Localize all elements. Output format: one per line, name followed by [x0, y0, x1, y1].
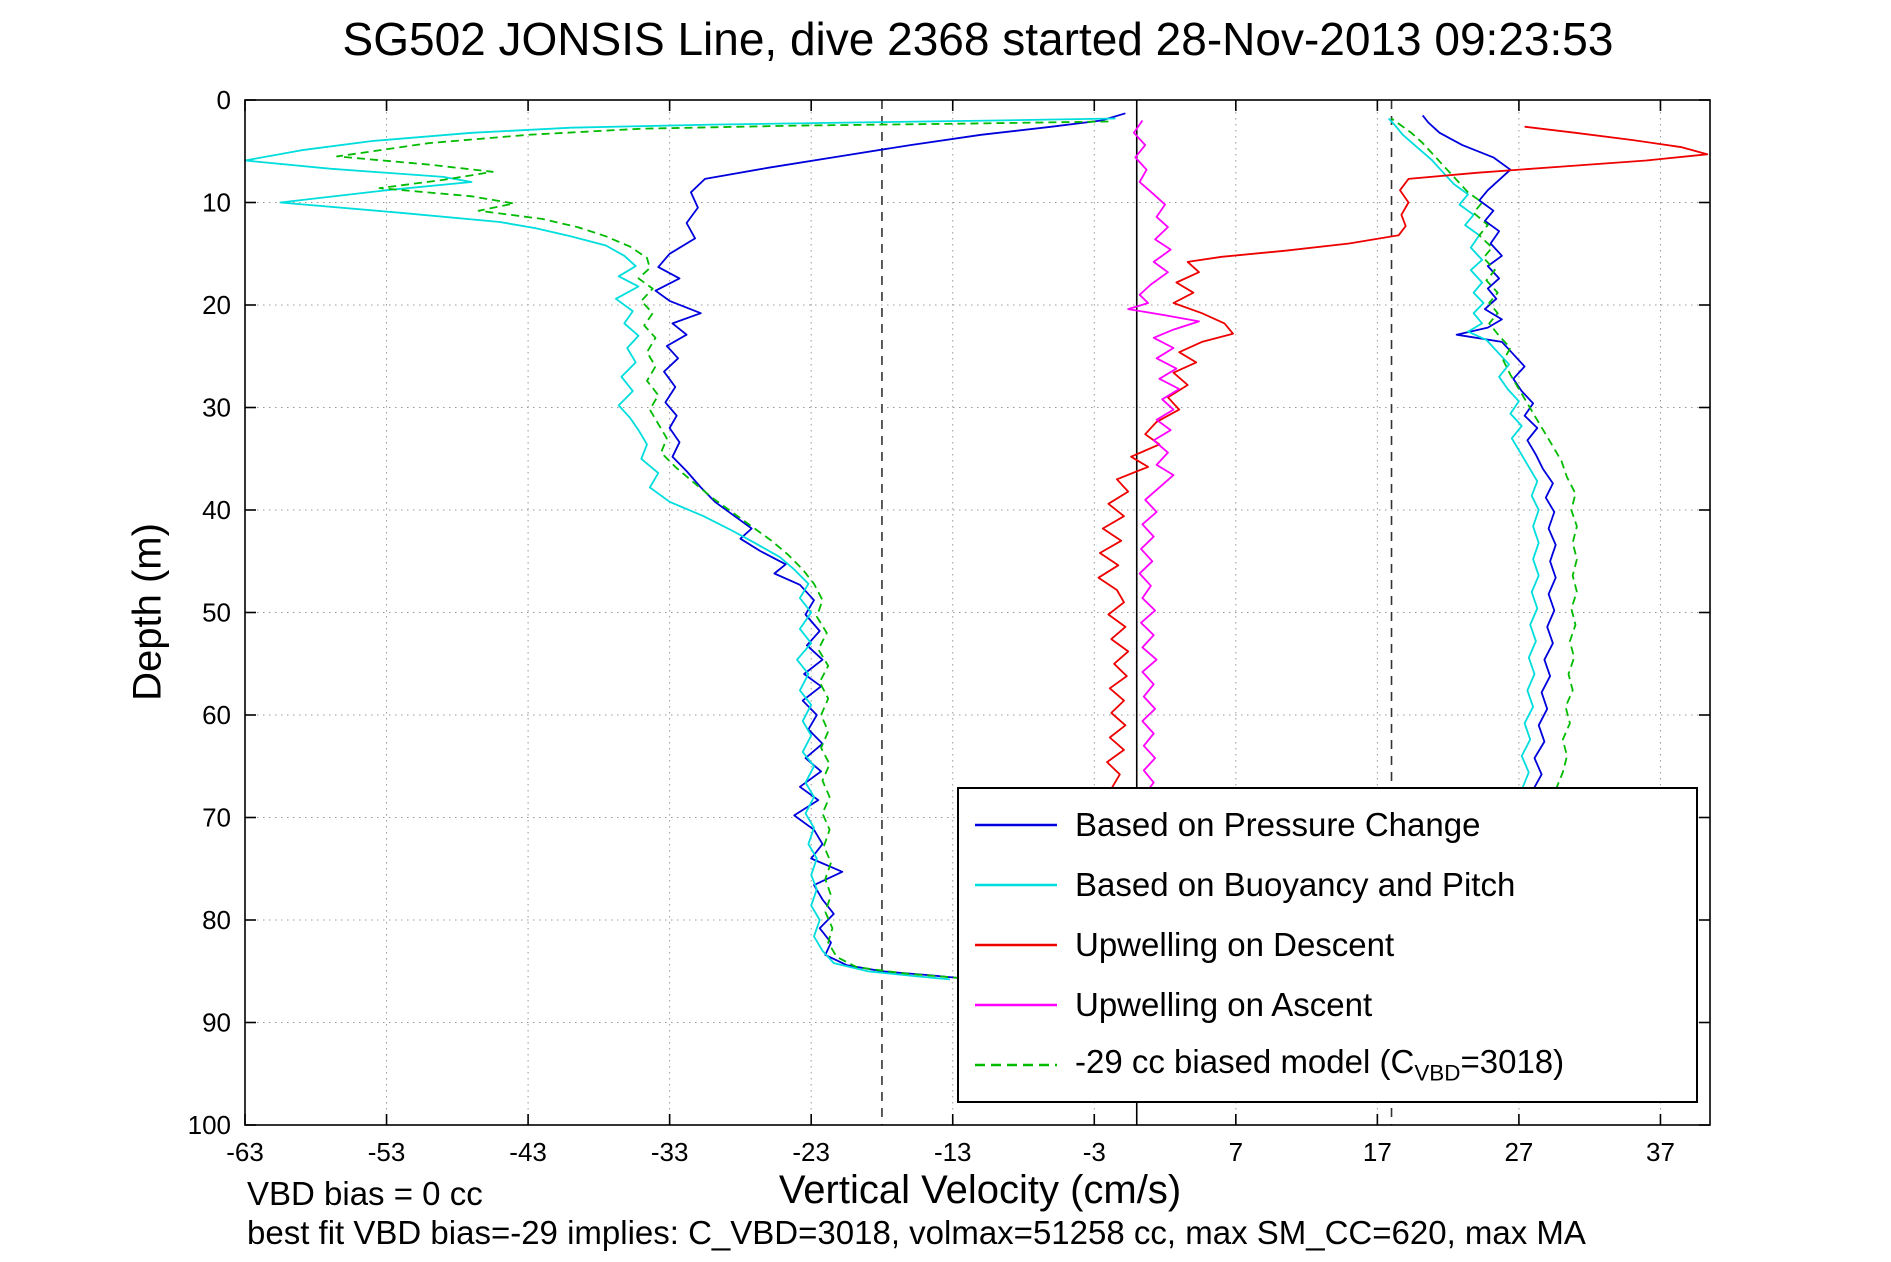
- x-tick-label: -33: [651, 1137, 689, 1167]
- y-tick-label: 70: [202, 803, 231, 833]
- x-tick-label: -63: [226, 1137, 264, 1167]
- legend-item-buoyancy-pitch: Based on Buoyancy and Pitch: [975, 856, 1686, 914]
- buoyancy-pitch-line: [1388, 117, 1540, 791]
- y-tick-label: 50: [202, 598, 231, 628]
- legend-line-sample: [975, 1063, 1057, 1067]
- x-tick-label: -23: [792, 1137, 830, 1167]
- biased-model-line: [336, 120, 1109, 980]
- legend-line-sample: [975, 883, 1057, 887]
- x-tick-label: 37: [1646, 1137, 1675, 1167]
- pressure-change-line: [1421, 114, 1557, 791]
- legend-line-sample: [975, 1003, 1057, 1007]
- y-tick-label: 30: [202, 393, 231, 423]
- y-tick-label: 80: [202, 905, 231, 935]
- legend-line-sample: [975, 943, 1057, 947]
- legend-label: -29 cc biased model (CVBD=3018): [1075, 1043, 1565, 1086]
- legend-item-pressure-change: Based on Pressure Change: [975, 796, 1686, 854]
- buoyancy-pitch-line: [244, 117, 1116, 981]
- y-tick-label: 90: [202, 1008, 231, 1038]
- legend-line-sample: [975, 823, 1057, 827]
- legend-item-upwelling-descent: Upwelling on Descent: [975, 916, 1686, 974]
- x-tick-label: 17: [1363, 1137, 1392, 1167]
- legend-item-upwelling-ascent: Upwelling on Ascent: [975, 976, 1686, 1034]
- y-tick-label: 0: [217, 85, 231, 115]
- y-tick-label: 40: [202, 495, 231, 525]
- y-tick-label: 20: [202, 290, 231, 320]
- y-tick-label: 100: [188, 1110, 231, 1140]
- x-axis-label: Vertical Velocity (cm/s): [778, 1168, 1182, 1212]
- y-tick-label: 10: [202, 188, 231, 218]
- legend-item-biased-model: -29 cc biased model (CVBD=3018): [975, 1036, 1686, 1094]
- legend-label: Upwelling on Descent: [1075, 926, 1395, 963]
- x-tick-label: -3: [1083, 1137, 1106, 1167]
- biased-model-line: [1390, 117, 1578, 791]
- legend-label: Upwelling on Ascent: [1075, 986, 1373, 1023]
- best-fit-note: best fit VBD bias=-29 implies: C_VBD=301…: [247, 1214, 1586, 1251]
- x-tick-label: 7: [1229, 1137, 1243, 1167]
- upwelling-descent-line: [1097, 125, 1709, 790]
- x-tick-label: -43: [509, 1137, 547, 1167]
- chart-title: SG502 JONSIS Line, dive 2368 started 28-…: [342, 13, 1614, 65]
- legend-label: Based on Buoyancy and Pitch: [1075, 866, 1516, 903]
- legend: Based on Pressure Change Based on Buoyanc…: [957, 787, 1698, 1103]
- x-tick-label: -13: [934, 1137, 972, 1167]
- y-tick-label: 60: [202, 700, 231, 730]
- legend-label: Based on Pressure Change: [1075, 806, 1481, 843]
- x-tick-label: -53: [368, 1137, 406, 1167]
- vbd-bias-note: VBD bias = 0 cc: [247, 1175, 483, 1212]
- x-tick-label: 27: [1504, 1137, 1533, 1167]
- upwelling-ascent-line: [1127, 119, 1200, 791]
